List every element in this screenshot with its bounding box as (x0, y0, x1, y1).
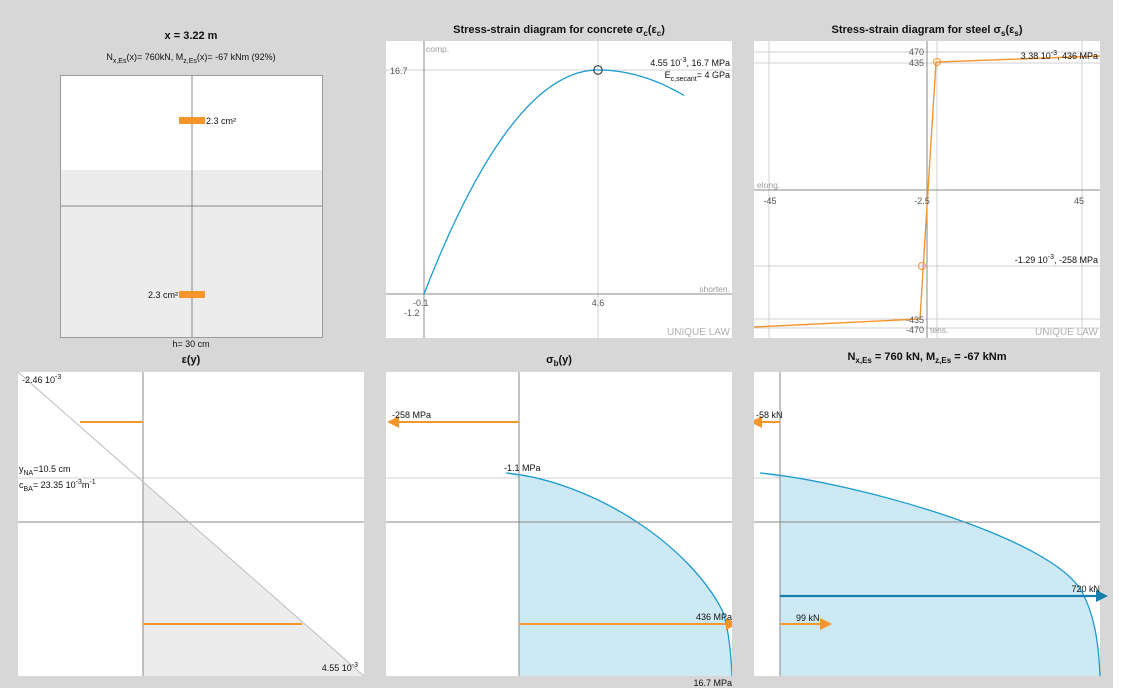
forces-resultant-arrowhead (1096, 590, 1108, 602)
steel-upper-point-marker (933, 58, 941, 66)
forces-resultant-label: 720 kN (1071, 584, 1100, 594)
stress-title-sub: b (553, 359, 559, 369)
concrete-y-tick-low: -1.2 (404, 308, 420, 318)
stress-title: σb(y) (386, 354, 732, 368)
steel-law-curve (754, 55, 1100, 328)
concrete-y-tick-peak: 16.7 (390, 66, 408, 76)
forces-title-m-sub: z,Es (935, 356, 952, 366)
steel-corner-left: elong. (757, 180, 780, 190)
top-rebar-label: 2.3 cm² (206, 116, 236, 126)
steel-lower-point-marker (918, 262, 926, 270)
concrete-corner-right: shorten. (699, 284, 730, 294)
concrete-law-title-end: (ε (647, 24, 657, 36)
steel-upper-point-label: 3.38 10-3, 436 MPa (1021, 50, 1098, 61)
strain-profile-line (18, 372, 364, 676)
stress-concrete-top-label: -1.1 MPa (504, 463, 541, 473)
stress-bottom-steel-arrowhead (726, 618, 732, 630)
concrete-law-title-sub: c (643, 29, 648, 39)
top-rebar (179, 117, 205, 124)
stress-concrete-block (506, 473, 732, 676)
stress-top-steel-label: -258 MPa (392, 410, 431, 420)
forces-plot: -58 kN 720 kN 99 kN (754, 372, 1108, 676)
stress-concrete-bottom-label: 16.7 MPa (693, 678, 732, 688)
strain-plot: -2.46 10-3 4.55 10-3 yNA=10.5 cm cBA= 23… (18, 372, 364, 676)
strain-title: ε(y) (181, 354, 201, 366)
steel-law-title-text: Stress-strain diagram for steel σ (831, 24, 1002, 36)
forces-title-mid: = 760 kN, M (871, 351, 936, 363)
stress-plot: -258 MPa -1.1 MPa 436 MPa 16.7 MPa (386, 372, 732, 688)
section-forces-mid: (x)= 760kN, M (126, 52, 184, 62)
section-title: x = 3.22 m (60, 30, 322, 42)
strain-neutral-axis-label: yNA=10.5 cm (19, 464, 71, 477)
concrete-law-title-text: Stress-strain diagram for concrete σ (453, 24, 644, 36)
concrete-x-tick-low: -0.1 (413, 298, 429, 308)
concrete-law-title-close: ) (661, 24, 665, 36)
steel-law-title-sub2: s (1014, 29, 1019, 39)
steel-y-tick-470: 470 (909, 47, 924, 57)
concrete-corner-top: comp. (426, 44, 449, 54)
concrete-plot-area (386, 41, 732, 338)
stress-concrete-curve (505, 472, 732, 677)
concrete-law-title: Stress-strain diagram for concrete σc(εc… (386, 24, 732, 38)
concrete-law-plot: comp. shorten. UNIQUE LAW 16.7 -1.2 -0.1… (386, 41, 732, 338)
steel-law-title-close: ) (1018, 24, 1023, 36)
strain-curvature-label: cBA= 23.35 10-3m-1 (19, 479, 96, 493)
concrete-law-curve (423, 69, 685, 295)
steel-law-title-sub: s (1001, 29, 1006, 39)
stress-title-text: σ (546, 354, 554, 366)
steel-law-title-end: (ε (1005, 24, 1015, 36)
concrete-law-title-sub2: c (656, 29, 662, 39)
concrete-peak-label: 4.55 10-3, 16.7 MPa (650, 57, 730, 68)
steel-x-tick-45: 45 (1074, 196, 1084, 206)
section-title-text: x = 3.22 m (164, 30, 218, 42)
bottom-rebar (179, 291, 205, 298)
concrete-law-caption: UNIQUE LAW (667, 327, 731, 338)
section-plot: 2.3 cm² 2.3 cm² (60, 75, 323, 338)
forces-title-n: N (847, 351, 856, 363)
strain-top-value: -2.46 10-3 (22, 374, 61, 385)
concrete-peak-marker (593, 65, 603, 75)
forces-bottom-steel-arrowhead (820, 618, 832, 630)
section-forces-n: N (106, 52, 113, 62)
forces-title-end: = -67 kNm (951, 351, 1007, 363)
forces-top-steel-arrowhead (754, 416, 762, 428)
bottom-rebar-label: 2.3 cm² (148, 290, 178, 300)
section-forces-m-sub: z,Es (183, 57, 197, 65)
steel-law-title: Stress-strain diagram for steel σs(εs) (754, 24, 1100, 38)
steel-lower-point-label: -1.29 10-3, -258 MPa (1015, 254, 1098, 265)
steel-law-plot: elong. tens. UNIQUE LAW 470 435 -435 -47… (754, 41, 1100, 338)
steel-x-tick-neg-2-5: -2.5 (914, 196, 930, 206)
forces-title-n-sub: x,Es (855, 356, 872, 366)
stress-bottom-steel-label: 436 MPa (696, 612, 732, 622)
steel-y-tick-neg-470: -470 (906, 325, 924, 335)
forces-title: Nx,Es = 760 kN, Mz,Es = -67 kNm (754, 351, 1100, 365)
concrete-x-tick-peak: 4.6 (592, 298, 605, 308)
forces-top-steel-label: -58 kN (756, 410, 783, 420)
strain-bottom-value: 4.55 10-3 (322, 662, 358, 673)
steel-law-caption: UNIQUE LAW (1035, 327, 1099, 338)
section-height-label: h= 30 cm (172, 339, 210, 349)
steel-x-tick-neg-45: -45 (763, 196, 776, 206)
section-forces-end: (x)= -67 kNm (92%) (196, 52, 276, 62)
forces-concrete-block (760, 473, 1100, 676)
forces-concrete-curve (759, 472, 1101, 676)
steel-y-tick-435: 435 (909, 58, 924, 68)
stress-top-steel-arrowhead (387, 416, 399, 428)
section-forces-text: Nx,Es(x)= 760kN, Mz,Es(x)= -67 kNm (92%) (60, 52, 322, 65)
forces-bottom-steel-label: 99 kN (796, 613, 820, 623)
section-forces-n-sub: x,Es (112, 57, 127, 65)
stress-title-end: (y) (558, 354, 572, 366)
steel-corner-bottom: tens. (930, 325, 948, 335)
steel-y-tick-neg-435: -435 (906, 315, 924, 325)
concrete-secant-label: Ec,secant= 4 GPa (665, 70, 730, 83)
